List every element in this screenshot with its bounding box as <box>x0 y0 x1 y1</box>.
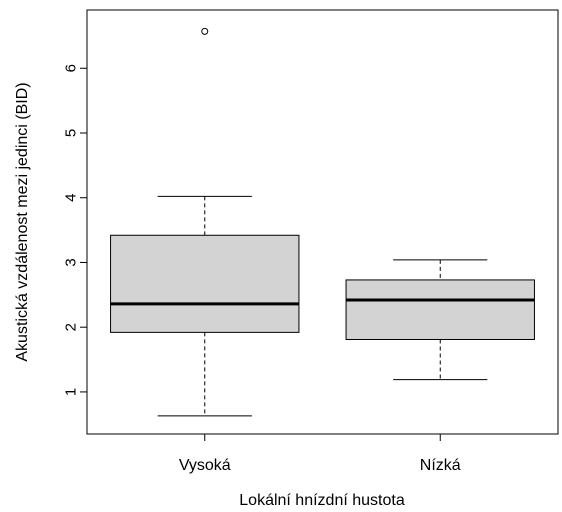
plot-frame <box>86 9 559 435</box>
iqr-box <box>345 279 535 340</box>
x-tick-label: Nízká <box>420 457 461 474</box>
x-tick-label: Vysoká <box>179 457 231 474</box>
y-tick-label: 3 <box>62 258 79 266</box>
box-group-vysoká <box>110 27 300 417</box>
y-tick-label: 6 <box>62 64 79 72</box>
y-tick-label: 4 <box>62 194 79 202</box>
box-group-nízká <box>345 259 535 381</box>
x-axis-label: Lokální hnízdní hustota <box>239 492 405 509</box>
y-axis-label: Akustická vzdálenost mezi jedinci (BID) <box>14 82 31 361</box>
y-axis: 1 2 3 4 5 6 <box>62 64 88 396</box>
boxes <box>110 27 535 417</box>
y-tick-label: 5 <box>62 129 79 137</box>
iqr-box <box>110 234 300 333</box>
x-axis: Vysoká Nízká <box>179 433 461 474</box>
outlier-point <box>201 27 209 35</box>
y-tick-label: 1 <box>62 388 79 396</box>
y-tick-label: 2 <box>62 323 79 331</box>
